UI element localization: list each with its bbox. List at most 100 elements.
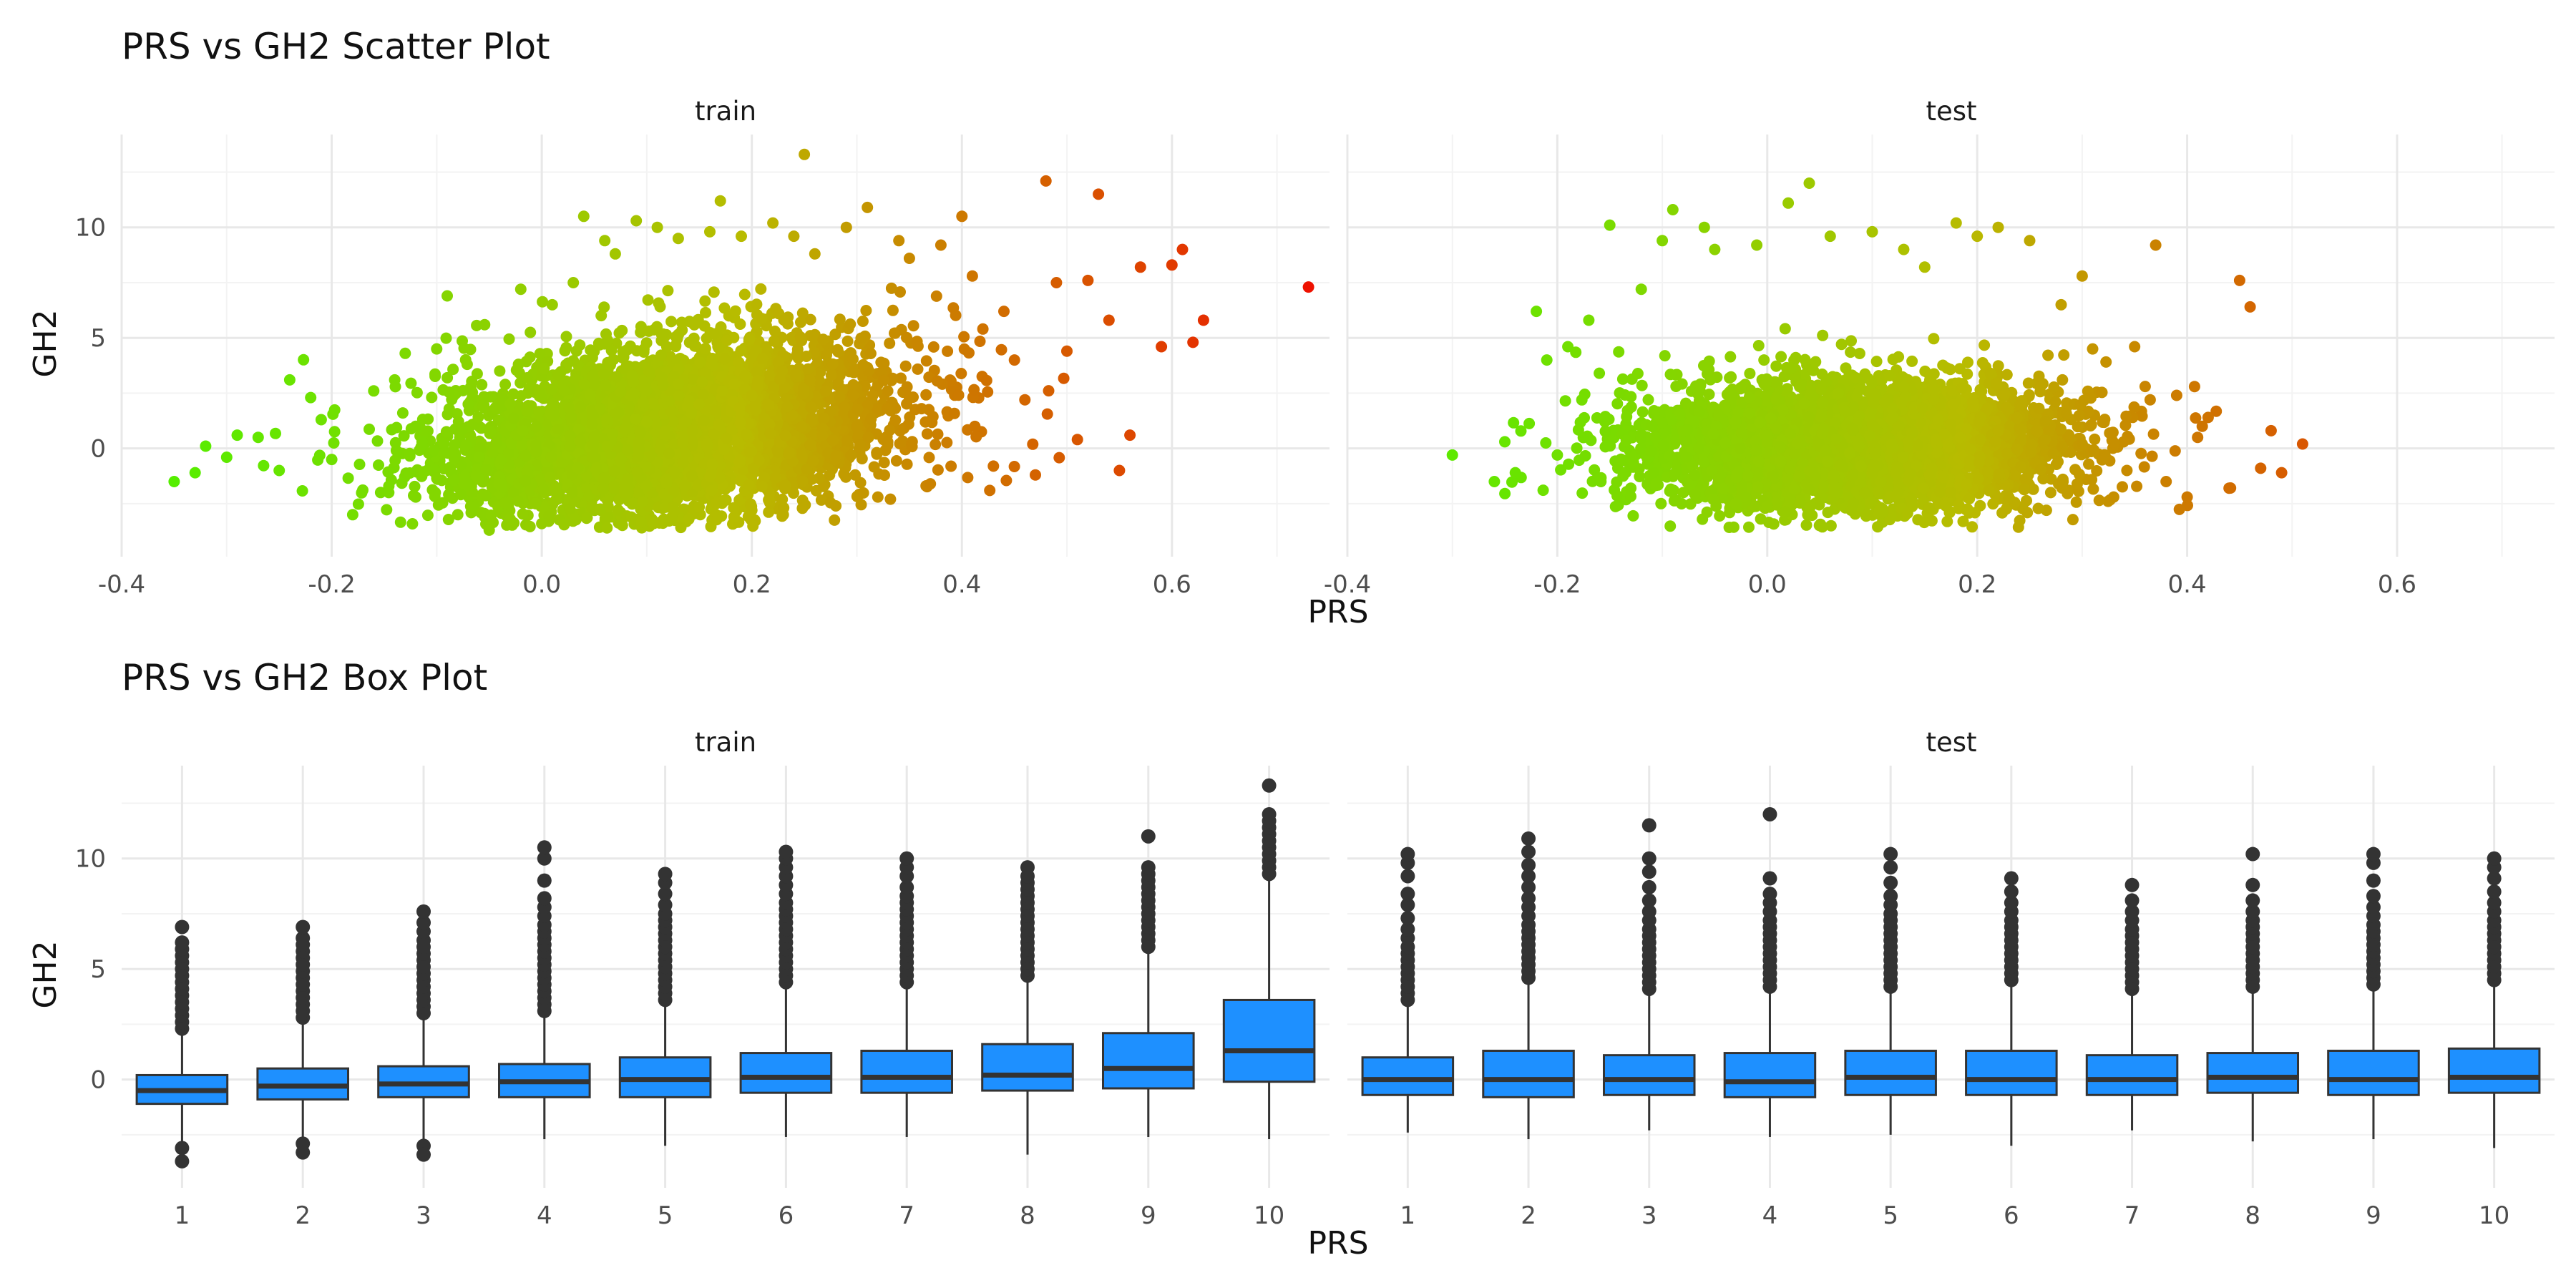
scatter-point — [878, 457, 890, 469]
scatter-point — [840, 221, 852, 233]
scatter-point — [882, 436, 894, 448]
scatter-point — [677, 457, 689, 469]
scatter-point — [410, 491, 421, 503]
scatter-point — [448, 453, 460, 464]
scatter-point — [547, 410, 560, 422]
scatter-point — [411, 386, 423, 399]
scatter-point — [1103, 314, 1115, 326]
scatter-point — [534, 348, 546, 360]
scatter-point — [560, 331, 572, 343]
x-tick-label: 0.6 — [1153, 570, 1191, 599]
scatter-point — [984, 484, 996, 497]
scatter-point — [890, 455, 902, 467]
scatter-point — [530, 445, 542, 457]
scatter-point — [519, 474, 532, 487]
scatter-point — [654, 301, 666, 313]
scatter-point — [533, 386, 545, 399]
scatter-point — [546, 298, 558, 311]
scatter-point — [901, 458, 913, 470]
scatter-point — [1040, 175, 1052, 187]
scatter-point — [683, 395, 695, 407]
scatter-point — [328, 437, 340, 449]
scatter-point — [566, 487, 578, 499]
scatter-point — [683, 513, 695, 525]
scatter-point — [550, 494, 562, 506]
scatter-point — [168, 476, 180, 487]
scatter-point — [533, 406, 545, 418]
scatter-point — [746, 389, 758, 401]
scatter-point — [617, 346, 629, 358]
scatter-point — [709, 404, 721, 416]
scatter-point — [346, 509, 358, 521]
scatter-point — [950, 309, 962, 321]
scatter-point — [643, 366, 655, 378]
scatter-point — [544, 471, 556, 483]
scatter-point — [502, 447, 514, 459]
scatter-point — [962, 472, 974, 484]
scatter-point — [915, 403, 927, 415]
scatter-point — [847, 379, 859, 391]
scatter-point — [878, 374, 889, 386]
scatter-point — [721, 334, 733, 346]
scatter-point — [867, 389, 879, 401]
scatter-point — [630, 215, 643, 227]
scatter-point — [788, 230, 800, 243]
scatter-point — [564, 430, 576, 442]
scatter-point — [252, 431, 264, 444]
scatter-point — [795, 316, 806, 328]
scatter-point — [1071, 434, 1083, 446]
scatter-point — [466, 376, 478, 387]
scatter-point — [382, 466, 394, 478]
scatter-point — [932, 464, 944, 476]
scatter-point — [714, 195, 726, 207]
scatter-point — [667, 416, 679, 428]
scatter-point — [693, 398, 706, 410]
scatter-point — [998, 306, 1010, 318]
scatter-point — [600, 414, 613, 426]
scatter-point — [612, 406, 624, 419]
scatter-point — [258, 459, 270, 472]
scatter-point — [912, 363, 924, 375]
scatter-point — [200, 440, 212, 452]
scatter-point — [470, 470, 482, 482]
scatter-point — [804, 439, 816, 451]
scatter-point — [368, 385, 380, 397]
scatter-point — [457, 384, 469, 396]
scatter-point — [704, 225, 716, 238]
scatter-point — [657, 328, 669, 340]
scatter-point — [1008, 354, 1020, 366]
scatter-point — [701, 441, 713, 453]
scatter-point — [1008, 461, 1020, 472]
scatter-point — [921, 428, 933, 440]
scatter-point — [597, 368, 610, 380]
scatter-point — [711, 497, 723, 509]
scatter-point — [383, 487, 395, 499]
scatter-point — [777, 509, 789, 521]
scatter-point — [830, 450, 842, 462]
scatter-point — [446, 394, 458, 406]
scatter-point — [283, 374, 296, 386]
scatter-point — [728, 502, 740, 514]
scatter-point — [1050, 277, 1063, 288]
scatter-point — [499, 379, 512, 391]
scatter-point — [712, 509, 724, 522]
scatter-point — [769, 472, 781, 484]
scatter-point — [441, 409, 454, 421]
scatter-point — [499, 497, 511, 509]
scatter-point — [763, 494, 775, 506]
scatter-point — [507, 388, 519, 400]
scatter-point — [879, 469, 890, 481]
scatter-point — [1061, 345, 1073, 357]
scatter-point — [796, 335, 808, 346]
scatter-point — [632, 450, 644, 462]
scatter-point — [658, 513, 670, 525]
scatter-point — [441, 290, 453, 302]
scatter-point — [672, 233, 684, 245]
scatter-point — [449, 439, 461, 451]
scatter-point — [808, 331, 820, 343]
scatter-point — [919, 416, 932, 428]
scatter-point — [893, 235, 905, 247]
scatter-point — [1176, 243, 1189, 255]
scatter-point — [716, 385, 728, 397]
scatter-point — [872, 403, 883, 415]
